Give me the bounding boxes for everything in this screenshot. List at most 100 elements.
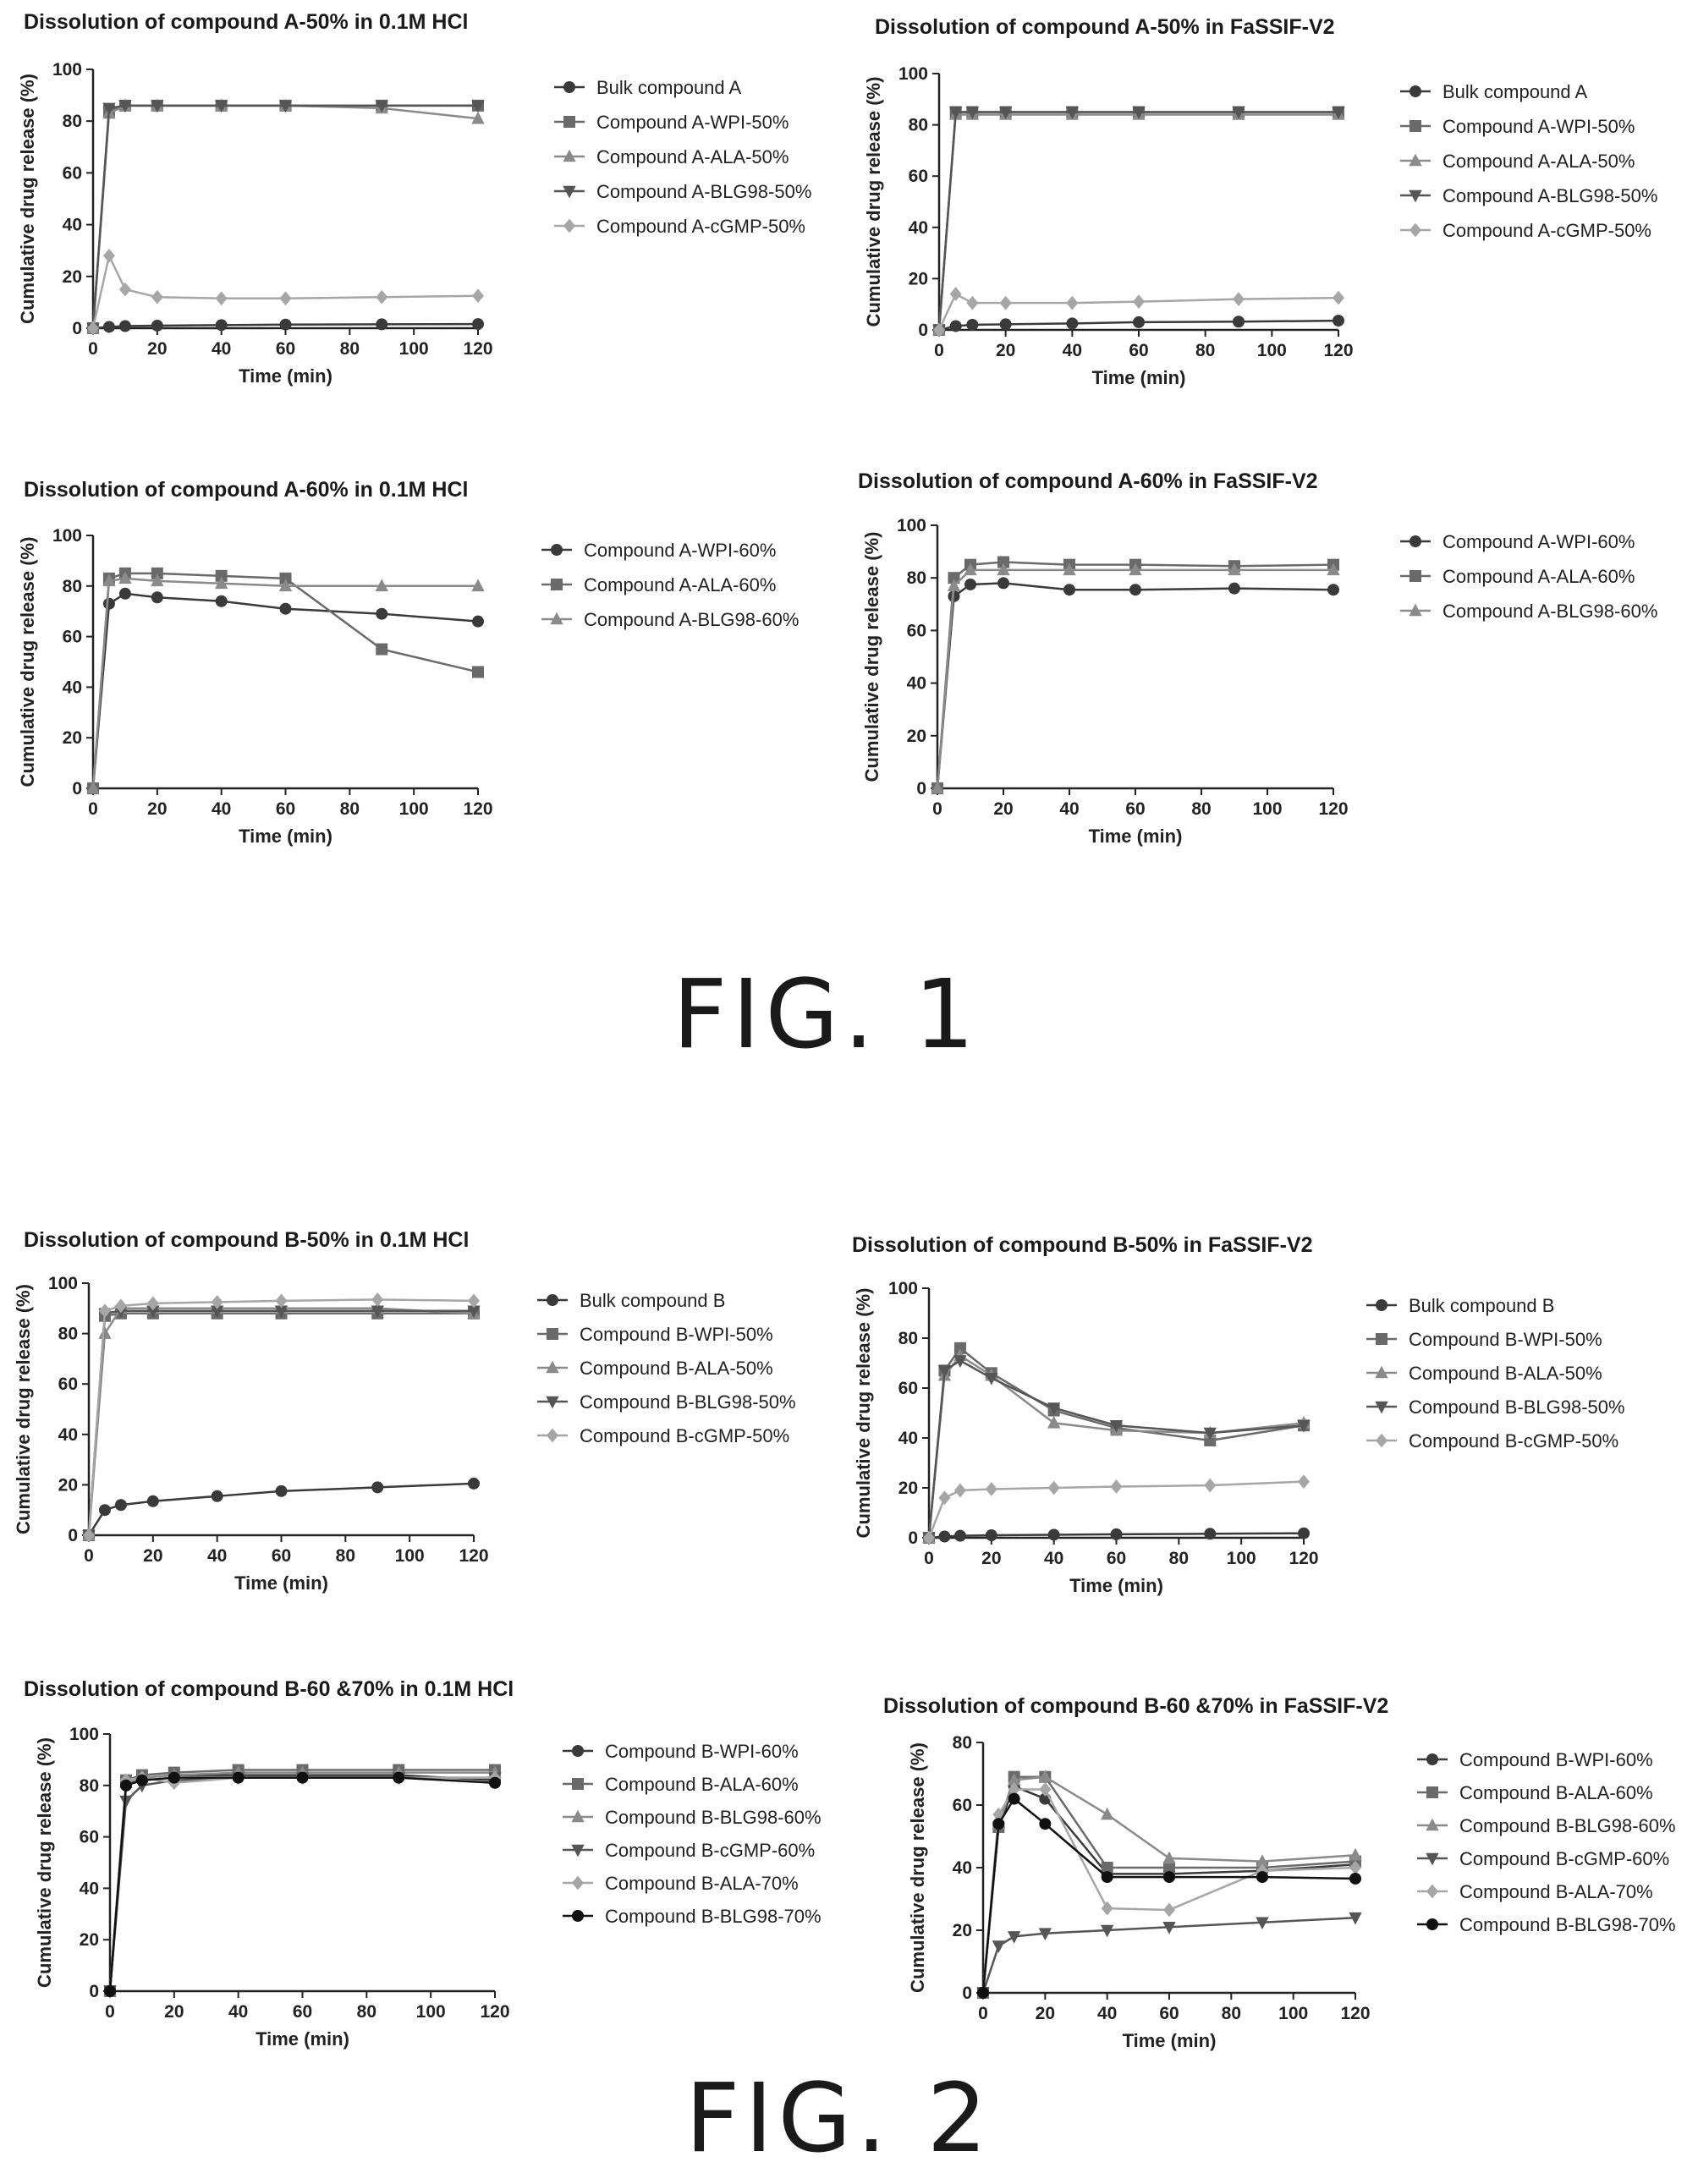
chart-title-a60-fassif: Dissolution of compound A-60% in FaSSIF-… [858,469,1318,493]
data-point [1349,1847,1362,1861]
series-line [981,1775,1356,1994]
data-point [1007,1773,1021,1786]
legend-marker [1376,1333,1388,1345]
y-axis-label: Cumulative drug release (%) [34,1737,55,1988]
y-tick-label: 60 [63,163,82,183]
y-axis-label: Cumulative drug release (%) [853,1288,874,1539]
x-tick-label: 120 [1289,1549,1318,1568]
y-tick-label: 0 [68,1526,78,1545]
x-tick-label: 40 [1063,341,1082,360]
series-line [927,1359,1305,1539]
series-line [108,1776,496,1992]
x-axis-label: Time (min) [1123,2030,1217,2051]
legend-entry: Compound B-BLG98-60% [605,1807,822,1828]
data-point [964,562,977,576]
y-tick-label: 20 [80,1930,99,1950]
y-tick-label: 80 [63,577,82,596]
x-tick-label: 100 [395,1546,425,1566]
data-point [215,569,228,582]
chart-3: 0 20 40 60 80 100 0 20 40 60 80 100 120 Time (min) Cum… [17,526,799,847]
x-axis-label: Time (min) [239,365,332,387]
data-point [468,1477,480,1490]
data-point [953,1483,966,1498]
legend-marker [571,1809,585,1823]
x-tick-label: 0 [934,341,944,360]
legend-entry: Bulk compound B [1409,1295,1554,1316]
y-tick-label: 60 [953,1796,972,1815]
data-point [1065,107,1080,119]
legend-marker [563,116,575,128]
data-point [472,318,484,331]
legend-marker [551,544,563,556]
legend-entry: Compound A-BLG98-60% [584,609,799,630]
x-tick-label: 60 [1129,341,1148,360]
data-point [1047,1402,1061,1415]
data-point [98,1504,111,1517]
data-point [146,1305,160,1319]
x-tick-label: 20 [164,2002,184,2022]
data-point [966,295,979,310]
data-point [966,318,979,331]
series-line [91,252,479,329]
data-point [471,100,485,113]
legend-entry: Compound B-cGMP-60% [605,1840,815,1861]
y-tick-label: 80 [898,1329,918,1348]
data-point [472,666,484,678]
x-tick-label: 120 [1318,799,1348,819]
data-point [1063,584,1075,596]
chart-title-b6070-hcl: Dissolution of compound B-60 &70% in 0.1… [24,1677,514,1701]
y-tick-label: 0 [962,1984,972,2003]
x-tick-label: 100 [1252,799,1282,819]
data-point [210,1305,224,1319]
data-point [1047,1415,1061,1429]
x-tick-label: 60 [276,799,295,819]
data-point [1066,295,1079,310]
series-line [108,1769,495,1992]
chart-title-b50-hcl: Dissolution of compound B-50% in 0.1M HC… [24,1228,470,1252]
legend-entry: Compound B-BLG98-60% [1459,1815,1676,1836]
y-tick-label: 0 [916,779,926,798]
x-tick-label: 60 [1107,1549,1126,1568]
data-point [1163,1871,1175,1884]
legend-marker [547,1294,558,1306]
legend-marker [563,149,576,162]
data-point [953,1355,967,1368]
data-point [168,1771,180,1784]
x-tick-label: 40 [228,2002,248,2022]
data-point [468,1293,480,1309]
legend-entry: Compound A-BLG98-60% [1442,601,1657,622]
data-point [1047,1528,1060,1541]
legend-entry: Compound B-cGMP-50% [580,1425,789,1446]
data-point [1163,1862,1175,1874]
data-point [1039,1818,1052,1830]
data-point [472,615,484,628]
data-point [992,1818,1005,1830]
data-point [977,1987,989,1999]
x-tick-label: 80 [1191,799,1211,819]
data-point [119,1795,133,1808]
legend-entry: Compound B-ALA-50% [1409,1363,1602,1384]
data-point [933,322,945,337]
legend-entry: Compound B-BLG98-70% [605,1906,822,1927]
data-point [948,107,963,119]
legend-marker [572,1778,584,1790]
y-tick-label: 20 [63,267,82,287]
y-tick-label: 40 [80,1879,99,1898]
chart-title-a50-fassif: Dissolution of compound A-50% in FaSSIF-… [875,15,1335,39]
x-axis-label: Time (min) [234,1572,328,1594]
chart-2: 0 20 40 60 80 100 0 20 40 60 80 100 120 Time (min) Cum… [863,64,1657,388]
data-point [467,1305,481,1319]
x-tick-label: 60 [1159,2004,1179,2023]
legend-marker [550,612,563,625]
x-tick-label: 20 [981,1549,1001,1568]
legend-marker [547,1328,558,1340]
data-point [393,1771,405,1784]
legend-marker [563,81,575,93]
data-point [999,295,1012,310]
legend-marker [1410,120,1421,132]
data-point [923,1530,935,1545]
y-tick-label: 40 [907,674,926,694]
data-point [87,321,99,336]
data-point [1298,1527,1310,1539]
